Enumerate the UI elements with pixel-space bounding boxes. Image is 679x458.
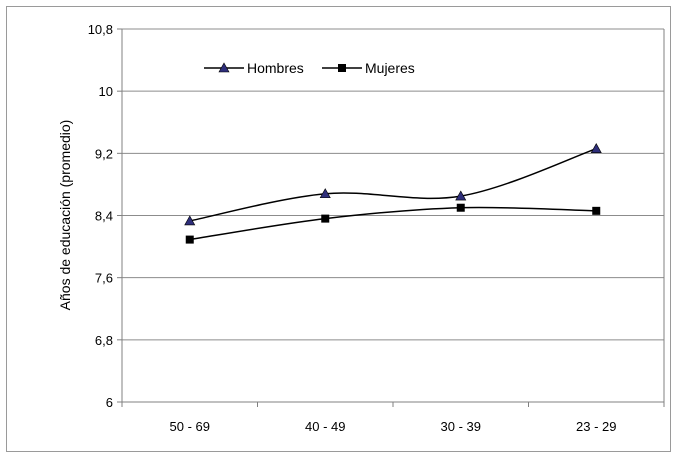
data-point-mujeres <box>321 214 330 223</box>
data-point-mujeres <box>185 235 194 244</box>
y-tick-labels: 6 6,8 7,6 8,4 9,2 10 10,8 <box>88 22 113 410</box>
legend-marker-hombres <box>218 62 230 73</box>
x-tick-label: 40 - 49 <box>305 419 345 434</box>
data-point-hombres <box>184 215 196 226</box>
y-tick-label: 10 <box>99 84 113 99</box>
y-tick-label: 8,4 <box>95 209 113 224</box>
data-point-mujeres <box>456 203 465 212</box>
x-tick-label: 30 - 39 <box>441 419 481 434</box>
data-point-hombres <box>455 190 467 201</box>
series-line-mujeres <box>189 206 597 241</box>
y-axis-title: Años de educación (promedio) <box>57 120 73 311</box>
series-line-hombres <box>189 147 597 222</box>
series <box>184 143 602 244</box>
y-tick-label: 9,2 <box>95 146 113 161</box>
chart-frame <box>6 6 671 452</box>
y-tick-label: 6 <box>106 395 113 410</box>
data-point-hombres <box>590 143 602 153</box>
data-point-mujeres <box>592 206 601 215</box>
data-point-hombres <box>319 188 331 199</box>
x-tick-label: 50 - 69 <box>170 419 210 434</box>
legend-marker-mujeres <box>338 64 346 72</box>
legend: Hombres Mujeres <box>204 60 415 76</box>
legend-label-hombres: Hombres <box>247 60 304 76</box>
y-tick-label: 7,6 <box>95 271 113 286</box>
legend-label-mujeres: Mujeres <box>365 60 415 76</box>
x-tick-labels: 50 - 69 40 - 49 30 - 39 23 - 29 <box>121 402 665 434</box>
y-tick-label: 10,8 <box>88 22 113 37</box>
x-tick-label: 23 - 29 <box>576 419 616 434</box>
y-tick-label: 6,8 <box>95 333 113 348</box>
gridlines <box>117 28 664 403</box>
